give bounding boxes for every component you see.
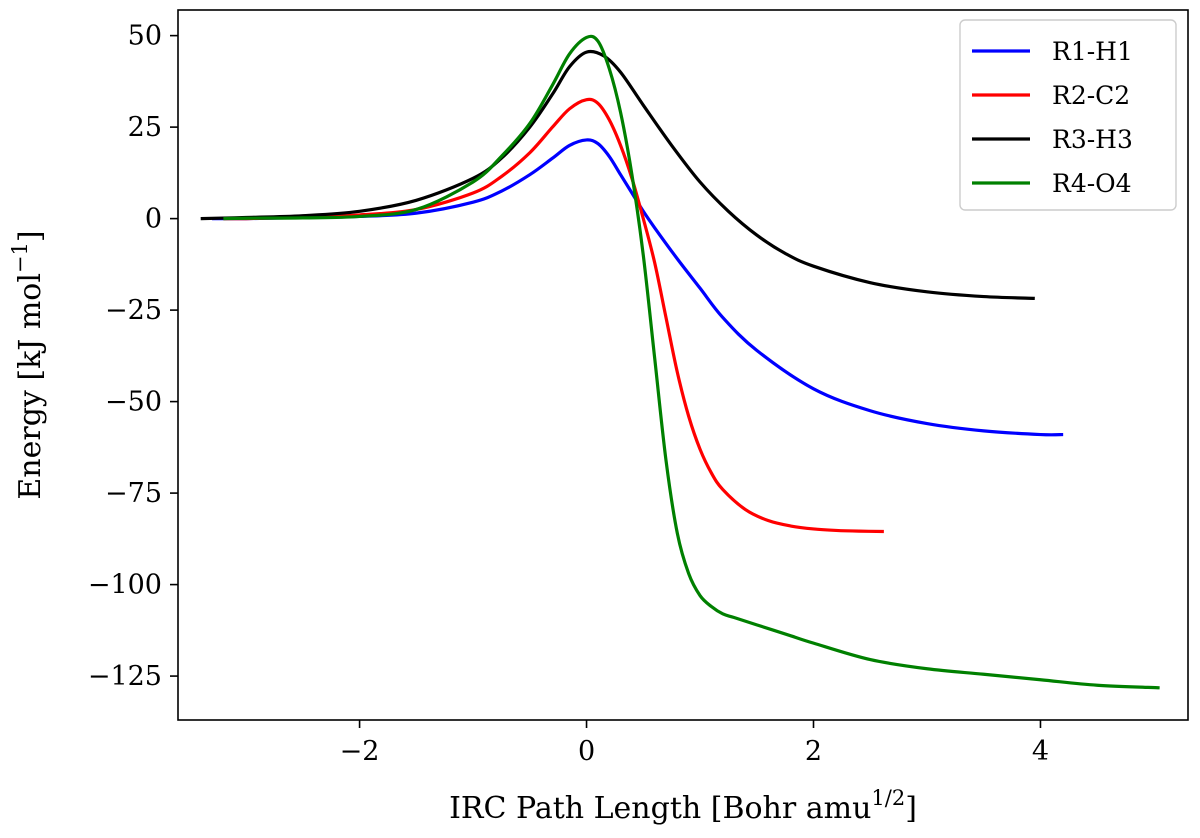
plot-frame: [177, 9, 1189, 721]
y-axis-label: Energy [kJ mol−1]: [8, 230, 48, 499]
series-layer: [200, 34, 1160, 690]
y-tick-label: 50: [128, 21, 162, 52]
y-tick-label: −100: [88, 570, 162, 601]
legend-label-r3-h3: R3-H3: [1052, 125, 1133, 154]
y-tick-label: −25: [105, 295, 162, 326]
y-tick-label: 25: [128, 112, 162, 143]
legend-box: [959, 19, 1177, 211]
y-tick-label: −125: [88, 661, 162, 692]
x-tick-label: 0: [578, 736, 595, 767]
x-tick-label: 4: [1032, 736, 1049, 767]
legend-label-r4-o4: R4-O4: [1052, 169, 1132, 198]
axes-layer: −2 0 2 4 50 25 0 −25 −50 −75 −100 −125 IRC Path Leng…: [8, 9, 1189, 826]
y-tick-label: −75: [105, 478, 162, 509]
legend-label-r2-c2: R2-C2: [1052, 81, 1130, 110]
y-tick-label: −50: [105, 387, 162, 418]
x-tick-label: 2: [805, 736, 822, 767]
series-line-r2-c2: [223, 97, 884, 534]
series-line-r1-h1: [212, 138, 1064, 437]
x-axis-label: IRC Path Length [Bohr amu1/2]: [449, 786, 917, 826]
x-tick-label: −2: [340, 736, 380, 767]
series-line-r4-o4: [223, 34, 1160, 690]
series-line-r3-h3: [200, 49, 1035, 300]
y-tick-label: 0: [145, 204, 162, 235]
legend: R1-H1 R2-C2 R3-H3 R4-O4: [959, 19, 1177, 211]
legend-label-r1-h1: R1-H1: [1052, 37, 1133, 66]
